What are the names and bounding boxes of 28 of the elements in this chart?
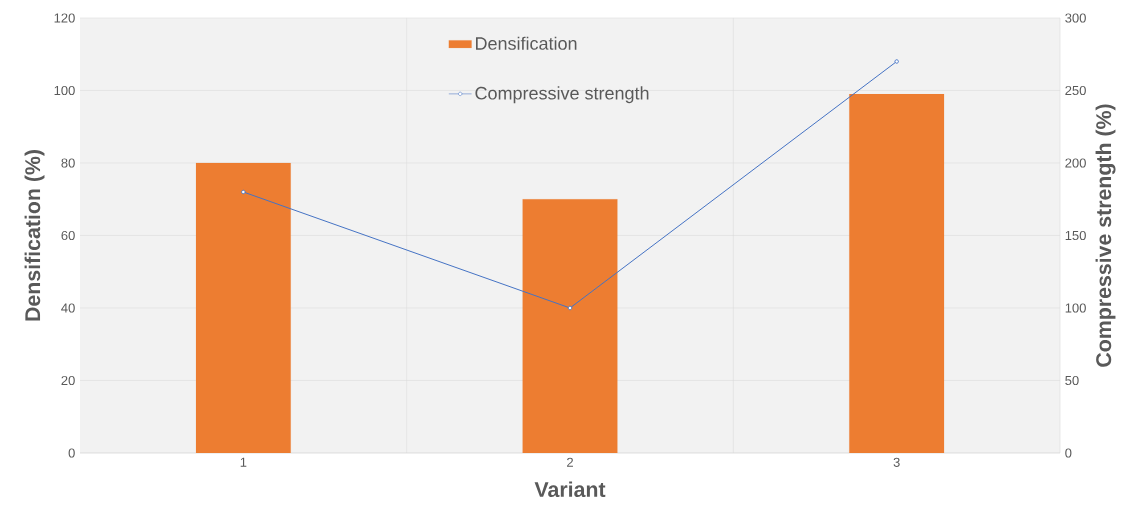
x-tick-label: 1 xyxy=(240,457,247,467)
y2-axis-title: Compressive strength (%) xyxy=(1095,104,1116,367)
y-tick-label: 60 xyxy=(61,230,75,241)
y-axis-title: Densification (%) xyxy=(24,150,45,321)
y2-tick-label: 50 xyxy=(1065,375,1079,386)
x-tick-label: 3 xyxy=(893,457,900,467)
bar xyxy=(522,199,618,453)
point xyxy=(894,59,899,64)
bar xyxy=(195,162,291,453)
bar xyxy=(849,94,945,453)
y-tick-label: 100 xyxy=(54,85,75,96)
y2-tick-label: 300 xyxy=(1065,13,1086,23)
y-tick-label: 40 xyxy=(61,303,75,313)
point xyxy=(567,305,573,311)
x-tick-label: 2 xyxy=(567,457,573,467)
y2-tick-label: 250 xyxy=(1065,85,1086,96)
y2-tick-label: 150 xyxy=(1065,230,1086,241)
y-tick-label: 120 xyxy=(54,13,75,23)
legend-label: Compressive strength xyxy=(475,86,649,104)
y2-tick-label: 200 xyxy=(1065,158,1086,168)
x-axis-title: Variant xyxy=(534,481,606,498)
legend-label: Densification xyxy=(476,36,577,50)
y-tick-label: 0 xyxy=(68,448,75,458)
y2-tick-label: 0 xyxy=(1065,448,1072,458)
y-tick-label: 80 xyxy=(61,158,75,168)
y-tick-label: 20 xyxy=(61,375,75,386)
point xyxy=(241,189,246,195)
y2-tick-label: 100 xyxy=(1065,303,1086,313)
